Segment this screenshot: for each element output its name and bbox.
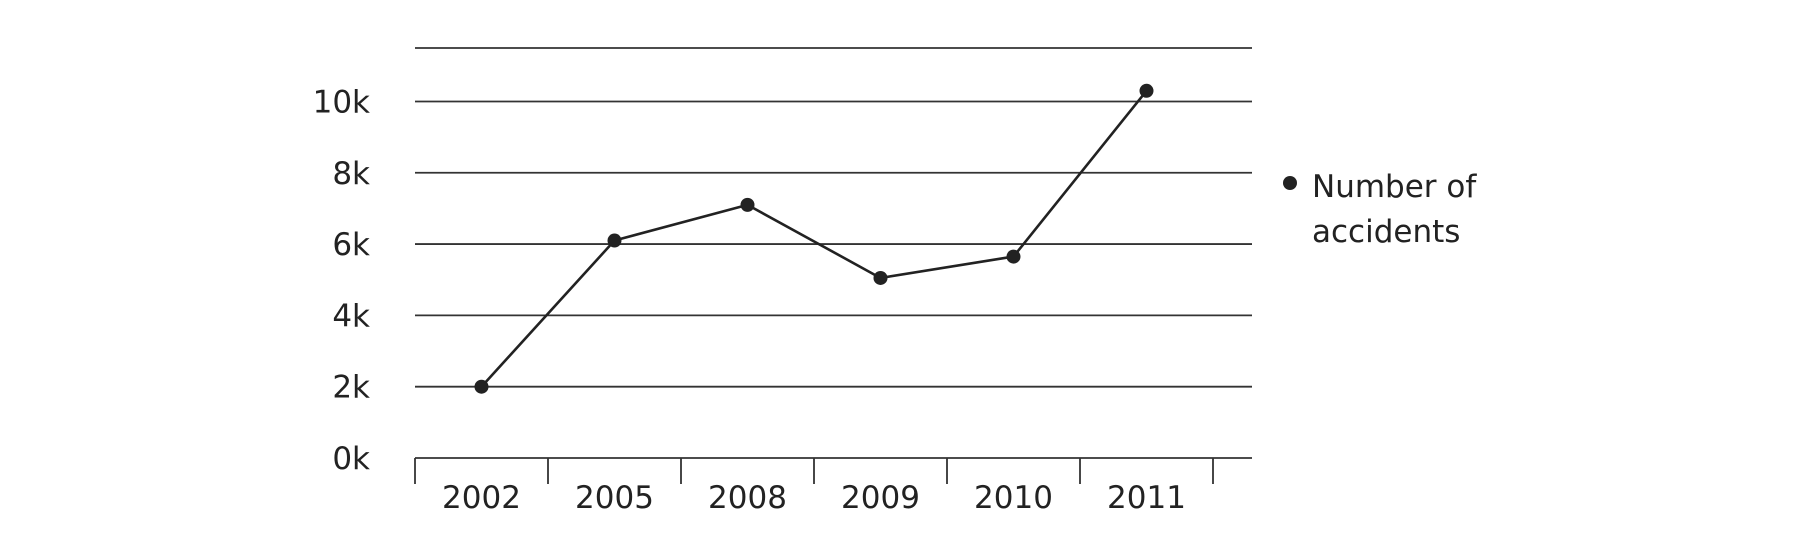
y-axis-tick-labels: 0k 2k 4k 6k 8k 10k [313,84,370,477]
data-point-2008 [740,197,755,212]
x-tick-label-2008: 2008 [708,480,787,516]
y-tick-label-0k: 0k [332,441,370,477]
y-tick-label-6k: 6k [332,227,370,263]
data-point-2010 [1006,249,1021,264]
data-point-2005 [607,233,622,248]
x-tick-label-2010: 2010 [974,480,1053,516]
x-tick-label-2002: 2002 [442,480,521,516]
x-tick-label-2005: 2005 [575,480,654,516]
data-point-2009 [873,270,888,285]
gridlines [415,47,1252,388]
data-point-2002 [474,379,489,394]
legend: Number of accidents [1283,169,1477,250]
y-tick-label-4k: 4k [332,298,370,334]
data-point-2011 [1139,83,1154,98]
y-tick-label-10k: 10k [313,84,370,120]
y-tick-label-8k: 8k [332,156,370,192]
legend-marker-number-of-accidents [1283,176,1297,190]
x-tick-label-2009: 2009 [841,480,920,516]
legend-label-number-of-accidents-continued: accidents [1312,214,1460,250]
legend-label-number-of-accidents: Number of [1312,169,1477,205]
y-tick-label-2k: 2k [332,370,370,406]
series-layer [474,83,1154,394]
x-tick-label-2011: 2011 [1107,480,1186,516]
series-line-number-of-accidents [480,89,1148,388]
x-axis: 2002 2005 2008 2009 2010 2011 [414,457,1252,516]
